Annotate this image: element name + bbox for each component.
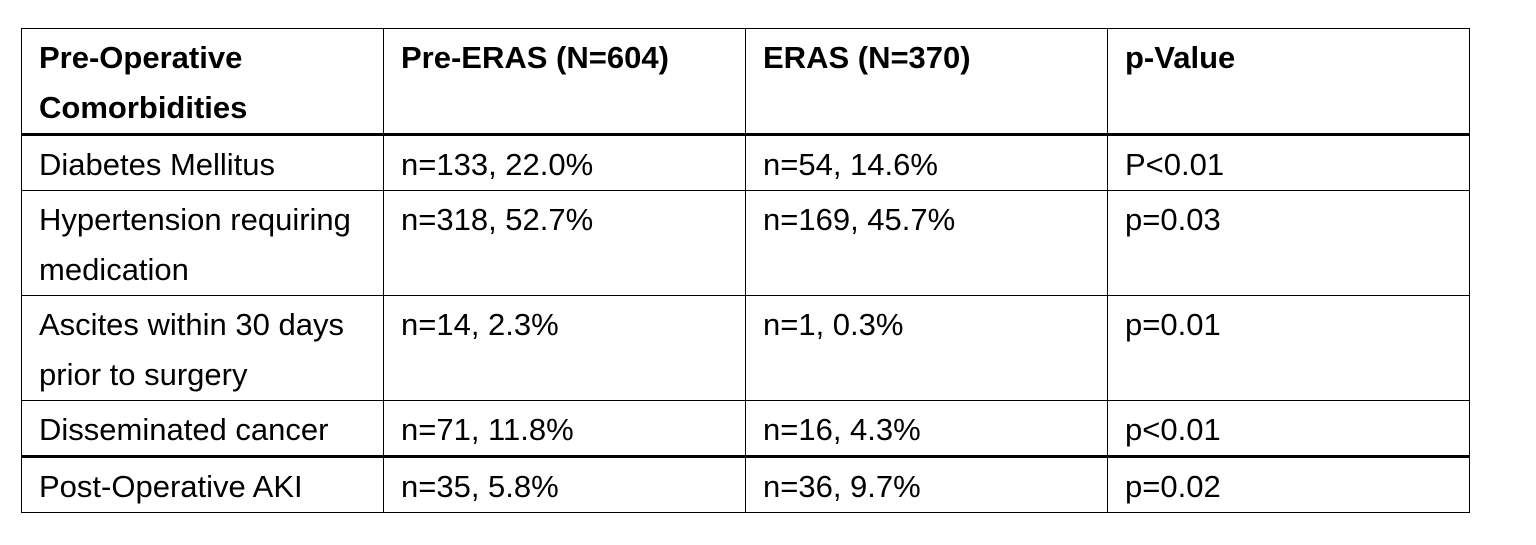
eras-value: n=36, 9.7%	[745, 456, 1108, 513]
pre-eras-value: n=318, 52.7%	[383, 190, 746, 296]
row-label: Hypertension requiring medication	[21, 190, 384, 296]
eras-value: n=16, 4.3%	[745, 400, 1108, 458]
header-pre-eras: Pre-ERAS (N=604)	[383, 28, 746, 136]
p-value: p<0.01	[1107, 400, 1470, 458]
p-value: p=0.03	[1107, 190, 1470, 296]
eras-value: n=169, 45.7%	[745, 190, 1108, 296]
eras-value: n=1, 0.3%	[745, 295, 1108, 401]
header-eras: ERAS (N=370)	[745, 28, 1108, 136]
pre-eras-value: n=35, 5.8%	[383, 456, 746, 513]
row-label: Disseminated cancer	[21, 400, 384, 458]
p-value: p=0.01	[1107, 295, 1470, 401]
p-value: P<0.01	[1107, 134, 1470, 191]
table-row: Disseminated cancer n=71, 11.8% n=16, 4.…	[21, 400, 1470, 458]
table-row-outcome: Post-Operative AKI n=35, 5.8% n=36, 9.7%…	[21, 456, 1470, 513]
row-label: Diabetes Mellitus	[21, 134, 384, 191]
row-label: Ascites within 30 days prior to surgery	[21, 295, 384, 401]
eras-value: n=54, 14.6%	[745, 134, 1108, 191]
row-label-outcome: Post-Operative AKI	[21, 456, 384, 513]
table-row: Hypertension requiring medication n=318,…	[21, 190, 1470, 296]
pre-eras-value: n=71, 11.8%	[383, 400, 746, 458]
pre-eras-value: n=133, 22.0%	[383, 134, 746, 191]
table-row: Ascites within 30 days prior to surgery …	[21, 295, 1470, 401]
header-comorbidities: Pre-Operative Comorbidities	[21, 28, 384, 136]
table-row: Diabetes Mellitus n=133, 22.0% n=54, 14.…	[21, 134, 1470, 191]
table-header-row: Pre-Operative Comorbidities Pre-ERAS (N=…	[21, 28, 1470, 136]
comorbidities-table: Pre-Operative Comorbidities Pre-ERAS (N=…	[21, 28, 1470, 513]
pre-eras-value: n=14, 2.3%	[383, 295, 746, 401]
p-value: p=0.02	[1107, 456, 1470, 513]
header-p-value: p-Value	[1107, 28, 1470, 136]
